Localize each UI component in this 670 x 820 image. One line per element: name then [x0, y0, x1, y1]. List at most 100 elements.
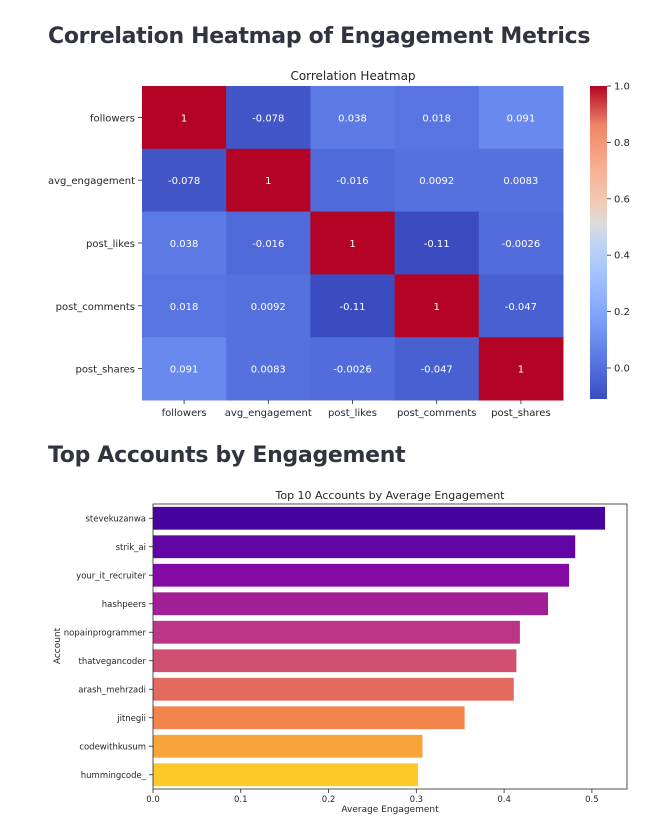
heatmap-cell-value: -0.047: [421, 365, 453, 376]
heatmap-cell-value: 1: [349, 239, 355, 250]
heatmap-cell-value: -0.078: [168, 176, 200, 187]
heatmap-cell: [226, 211, 311, 275]
heatmap-x-labels: followers avg_engagement post_likes post_co…: [162, 400, 551, 419]
bar-x-tick-label: 0.0: [146, 795, 160, 805]
heatmap-cell: [310, 86, 396, 150]
bar: [153, 506, 606, 530]
heatmap-cell: [478, 211, 564, 275]
heatmap-cell-value: 0.038: [338, 113, 367, 124]
heatmap-cell: [394, 86, 480, 150]
heatmap-cell-value: -0.047: [505, 302, 537, 313]
heatmap-cell: [394, 274, 480, 338]
heatmap-cell-value: -0.016: [336, 176, 368, 187]
heatmap-cell-value: -0.0026: [502, 239, 541, 250]
bar-x-tick-label: 0.1: [234, 795, 248, 805]
heatmap-cell-value: 1: [181, 113, 187, 124]
colorbar-tick-label: 0.6: [614, 194, 630, 205]
bar-x-axis-label: Average Engagement: [341, 805, 439, 815]
heatmap-cell-value: -0.0026: [333, 365, 372, 376]
bar: [153, 620, 520, 644]
heatmap-cell-value: -0.11: [424, 239, 450, 250]
bar-plot-frame: [152, 503, 628, 790]
heatmap-chart: Correlation Heatmap 1 -0.078 0.038 0.018 0.0…: [48, 69, 564, 419]
bar-category-label: hummingcode_: [81, 771, 147, 781]
heatmap-cell-value: -0.016: [252, 239, 284, 250]
bar-category-label: your_it_recruiter: [76, 571, 146, 581]
bar-x-tick-label: 0.2: [322, 795, 336, 805]
colorbar-tick-label: 0.8: [614, 138, 630, 149]
bar-x-ticks: 0.0 0.1 0.2 0.3 0.4 0.5: [146, 789, 599, 805]
heatmap-x-label: post_shares: [491, 408, 551, 419]
heatmap-cell-value: -0.11: [340, 302, 366, 313]
bar-category-label: jitnegii: [116, 714, 146, 724]
bar: [153, 763, 419, 787]
heatmap-colorbar: 0.0 0.2 0.4 0.6 0.8 1.0: [590, 82, 630, 399]
bar-category-label: stevekuzanwa: [85, 514, 146, 524]
bar: [153, 706, 465, 730]
bar: [153, 677, 514, 701]
bar-chart: Top 10 Accounts by Average Engagement st…: [53, 489, 628, 815]
bar-chart-title: Top 10 Accounts by Average Engagement: [274, 489, 505, 502]
heatmap-cell: [478, 86, 564, 150]
bar: [153, 649, 517, 673]
heatmap-cell: [226, 274, 311, 338]
heatmap-x-label: followers: [162, 408, 207, 419]
heatmap-cell: [310, 337, 396, 401]
colorbar-tick-label: 0.4: [614, 251, 630, 262]
bar-bars: [153, 506, 606, 787]
heatmap-cell: [310, 274, 396, 338]
heatmap-cell: [142, 274, 227, 338]
heatmap-cell-value: 0.018: [422, 113, 451, 124]
bar-section-title: Top Accounts by Engagement: [48, 443, 406, 468]
colorbar-tick-label: 0.0: [614, 363, 630, 374]
heatmap-cell: [226, 86, 311, 150]
bar-category-label: arash_mehrzadi: [78, 685, 146, 695]
heatmap-y-label: post_comments: [56, 302, 135, 313]
heatmap-x-label: avg_engagement: [225, 408, 312, 419]
heatmap-cell: [310, 211, 396, 275]
heatmap-cell: [226, 148, 311, 213]
bar: [153, 535, 576, 559]
bar-category-label: nopainprogrammer: [64, 628, 147, 638]
heatmap-cell: [142, 211, 227, 275]
heatmap-cell: [478, 337, 564, 401]
heatmap-cell-value: 0.0083: [251, 365, 286, 376]
heatmap-cell: [142, 337, 227, 401]
heatmap-y-label: avg_engagement: [48, 176, 135, 187]
heatmap-cell-value: 0.038: [170, 239, 199, 250]
colorbar-ticks: 0.0 0.2 0.4 0.6 0.8 1.0: [607, 82, 630, 374]
bar: [153, 592, 548, 616]
bar-x-tick-label: 0.4: [497, 795, 511, 805]
heatmap-cell: [394, 148, 480, 213]
heatmap-cell: [394, 337, 480, 401]
heatmap-cell-value: 0.0083: [503, 176, 538, 187]
colorbar-tick-label: 0.2: [614, 307, 630, 318]
bar-y-axis-label: Account: [53, 627, 63, 664]
heatmap-cell-value: 0.018: [170, 302, 199, 313]
heatmap-cell-value: 1: [265, 176, 271, 187]
heatmap-cell-value: 0.091: [507, 113, 536, 124]
colorbar-tick-label: 1.0: [614, 82, 630, 93]
heatmap-x-label: post_likes: [328, 408, 377, 419]
heatmap-cell: [394, 211, 480, 275]
bar: [153, 563, 570, 587]
heatmap-y-label: followers: [90, 113, 135, 124]
bar-category-label: strik_ai: [116, 543, 146, 553]
heatmap-y-label: post_likes: [86, 239, 135, 250]
heatmap-cell-value: -0.078: [252, 113, 284, 124]
colorbar-gradient: [590, 86, 607, 399]
bar-category-label: thatvegancoder: [78, 657, 146, 667]
bar-x-tick-label: 0.3: [410, 795, 424, 805]
heatmap-cell-value: 0.0092: [251, 302, 286, 313]
heatmap-cell-value: 1: [518, 365, 524, 376]
bar-category-label: codewithkusum: [79, 742, 146, 752]
heatmap-cell: [478, 274, 564, 338]
heatmap-cell: [142, 86, 227, 150]
heatmap-y-label: post_shares: [75, 365, 135, 376]
bar-y-labels: stevekuzanwa strik_ai your_it_recruiterhas…: [64, 514, 153, 781]
heatmap-cell: [226, 337, 311, 401]
heatmap-section-title: Correlation Heatmap of Engagement Metric…: [48, 24, 591, 49]
bar: [153, 734, 423, 758]
heatmap-title: Correlation Heatmap: [290, 69, 415, 83]
